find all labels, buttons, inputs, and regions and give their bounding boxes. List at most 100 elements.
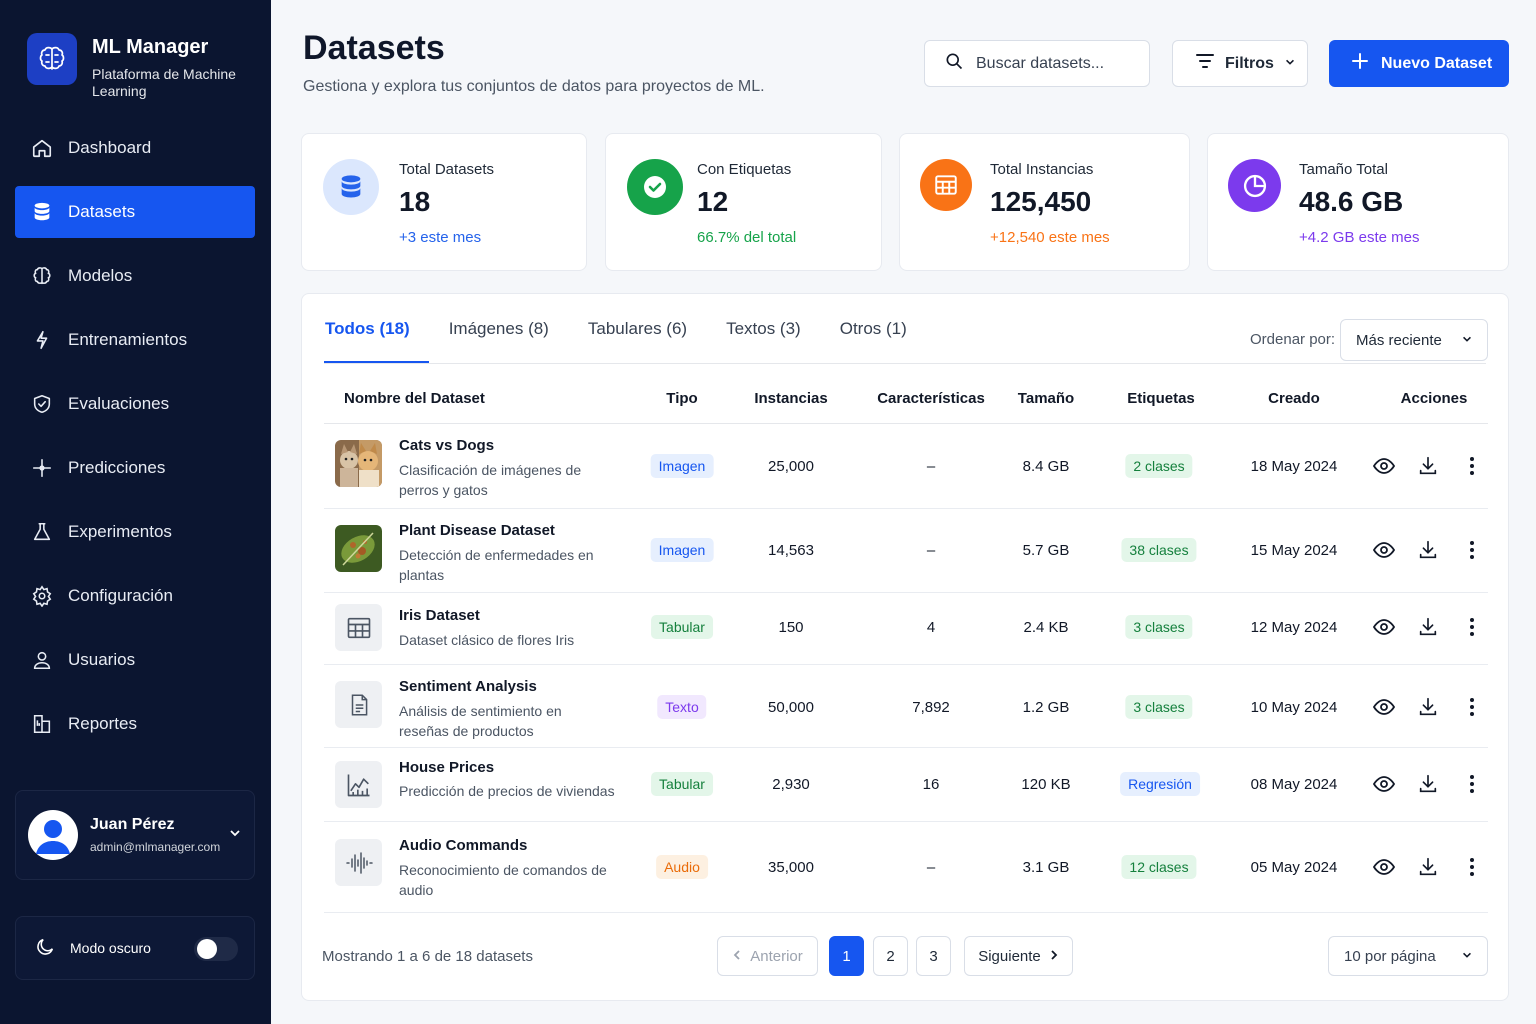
more-vertical-icon[interactable] (1460, 855, 1484, 879)
sidebar-item-configuracion[interactable]: Configuración (15, 570, 255, 622)
sidebar-item-usuarios[interactable]: Usuarios (15, 634, 255, 686)
flask-icon (30, 520, 54, 544)
new-dataset-label: Nuevo Dataset (1381, 54, 1493, 72)
stat-label: Con Etiquetas (697, 161, 792, 178)
filter-icon (1195, 52, 1215, 75)
sidebar-item-label: Dashboard (68, 138, 152, 157)
download-icon[interactable] (1416, 772, 1440, 796)
sidebar-item-reportes[interactable]: Reportes (15, 698, 255, 750)
features-cell: 4 (926, 619, 936, 636)
more-vertical-icon[interactable] (1460, 772, 1484, 796)
dark-mode-toggle[interactable] (194, 937, 238, 961)
brain-icon (30, 264, 54, 288)
view-eye-icon[interactable] (1372, 772, 1396, 796)
more-vertical-icon[interactable] (1460, 538, 1484, 562)
row-actions (1372, 615, 1504, 639)
dataset-description: Reconocimiento de comandos de audio (399, 862, 607, 898)
table-row[interactable]: Iris Dataset Dataset clásico de flores I… (324, 593, 1488, 665)
page-button-2[interactable]: 2 (873, 936, 908, 976)
filters-button[interactable]: Filtros (1172, 40, 1308, 87)
sidebar-item-label: Reportes (68, 714, 137, 733)
sidebar-item-datasets[interactable]: Datasets (15, 186, 255, 238)
sidebar-item-evaluaciones[interactable]: Evaluaciones (15, 378, 255, 430)
user-name: Juan Pérez (90, 816, 175, 833)
dark-mode-label: Modo oscuro (70, 940, 151, 956)
sidebar-item-dashboard[interactable]: Dashboard (15, 122, 255, 174)
shield-check-icon (30, 392, 54, 416)
tab-todos[interactable]: Todos (18) (324, 294, 429, 364)
more-vertical-icon[interactable] (1460, 695, 1484, 719)
dataset-name[interactable]: Audio Commands (399, 837, 528, 854)
download-icon[interactable] (1416, 695, 1440, 719)
page-button-3[interactable]: 3 (916, 936, 951, 976)
tab-tabulares[interactable]: Tabulares (6) (587, 319, 688, 338)
more-vertical-icon[interactable] (1460, 615, 1484, 639)
table-row[interactable]: Plant Disease Dataset Detección de enfer… (324, 509, 1488, 593)
instances-cell: 50,000 (768, 699, 814, 716)
table-row[interactable]: Cats vs Dogs Clasificación de imágenes d… (324, 424, 1488, 509)
page-button-1[interactable]: 1 (829, 936, 864, 976)
tab-imagenes[interactable]: Imágenes (8) (448, 319, 549, 338)
sidebar-item-entrenamientos[interactable]: Entrenamientos (15, 314, 255, 366)
size-cell: 2.4 KB (1023, 619, 1069, 636)
sort-select[interactable]: Más reciente (1340, 319, 1488, 361)
features-cell: 7,892 (912, 699, 950, 716)
table-icon (920, 159, 972, 211)
table-row[interactable]: Audio Commands Reconocimiento de comando… (324, 822, 1488, 913)
per-page-select[interactable]: 10 por página (1328, 936, 1488, 976)
moon-icon (34, 936, 56, 961)
new-dataset-button[interactable]: Nuevo Dataset (1329, 40, 1509, 87)
labels-badge: 12 clases (1121, 855, 1197, 879)
view-eye-icon[interactable] (1372, 695, 1396, 719)
download-icon[interactable] (1416, 454, 1440, 478)
dataset-name[interactable]: Cats vs Dogs (399, 437, 495, 454)
gear-icon (30, 584, 54, 608)
stat-label: Total Datasets (399, 161, 495, 178)
dark-mode-row: Modo oscuro (15, 916, 255, 980)
view-eye-icon[interactable] (1372, 454, 1396, 478)
tab-otros[interactable]: Otros (1) (839, 319, 907, 338)
view-eye-icon[interactable] (1372, 615, 1396, 639)
created-cell: 10 May 2024 (1250, 699, 1338, 716)
table-row[interactable]: Sentiment Analysis Análisis de sentimien… (324, 665, 1488, 748)
next-page-label: Siguiente (978, 947, 1041, 965)
stat-delta: +12,540 este mes (990, 229, 1110, 246)
dataset-name[interactable]: Sentiment Analysis (399, 678, 537, 695)
instances-cell: 35,000 (768, 859, 814, 876)
instances-cell: 25,000 (768, 458, 814, 475)
cats-dogs-thumbnail (335, 440, 382, 487)
dataset-name[interactable]: Iris Dataset (399, 607, 480, 624)
next-page-button[interactable]: Siguiente (964, 936, 1073, 976)
column-header: Tipo (666, 390, 698, 407)
dataset-name[interactable]: House Prices (399, 759, 495, 776)
download-icon[interactable] (1416, 538, 1440, 562)
dataset-description: Clasificación de imágenes de perros y ga… (399, 462, 582, 498)
tab-textos[interactable]: Textos (3) (726, 319, 801, 338)
more-vertical-icon[interactable] (1460, 454, 1484, 478)
sidebar-item-experimentos[interactable]: Experimentos (15, 506, 255, 558)
stat-delta: 66.7% del total (697, 229, 797, 246)
search-icon (944, 51, 964, 76)
brand: ML Manager Plataforma de Machine Learnin… (27, 33, 252, 100)
column-header: Acciones (1400, 390, 1468, 407)
type-badge: Audio (656, 855, 708, 879)
size-cell: 1.2 GB (1022, 699, 1070, 716)
sidebar-item-modelos[interactable]: Modelos (15, 250, 255, 302)
row-actions (1372, 454, 1504, 478)
stat-label: Total Instancias (990, 161, 1094, 178)
dataset-name[interactable]: Plant Disease Dataset (399, 522, 555, 539)
prev-page-button[interactable]: Anterior (717, 936, 818, 976)
sidebar-item-label: Experimentos (68, 522, 172, 541)
labels-badge: 3 clases (1125, 695, 1193, 719)
download-icon[interactable] (1416, 615, 1440, 639)
view-eye-icon[interactable] (1372, 855, 1396, 879)
row-actions (1372, 855, 1504, 879)
user-menu[interactable]: Juan Pérez admin@mlmanager.com (15, 790, 255, 880)
search-input[interactable] (976, 54, 1146, 73)
table-row[interactable]: House Prices Predicción de precios de vi… (324, 748, 1488, 822)
chevron-down-icon (228, 826, 242, 845)
page-title: Datasets (303, 29, 445, 67)
download-icon[interactable] (1416, 855, 1440, 879)
view-eye-icon[interactable] (1372, 538, 1396, 562)
sidebar-item-predicciones[interactable]: Predicciones (15, 442, 255, 494)
